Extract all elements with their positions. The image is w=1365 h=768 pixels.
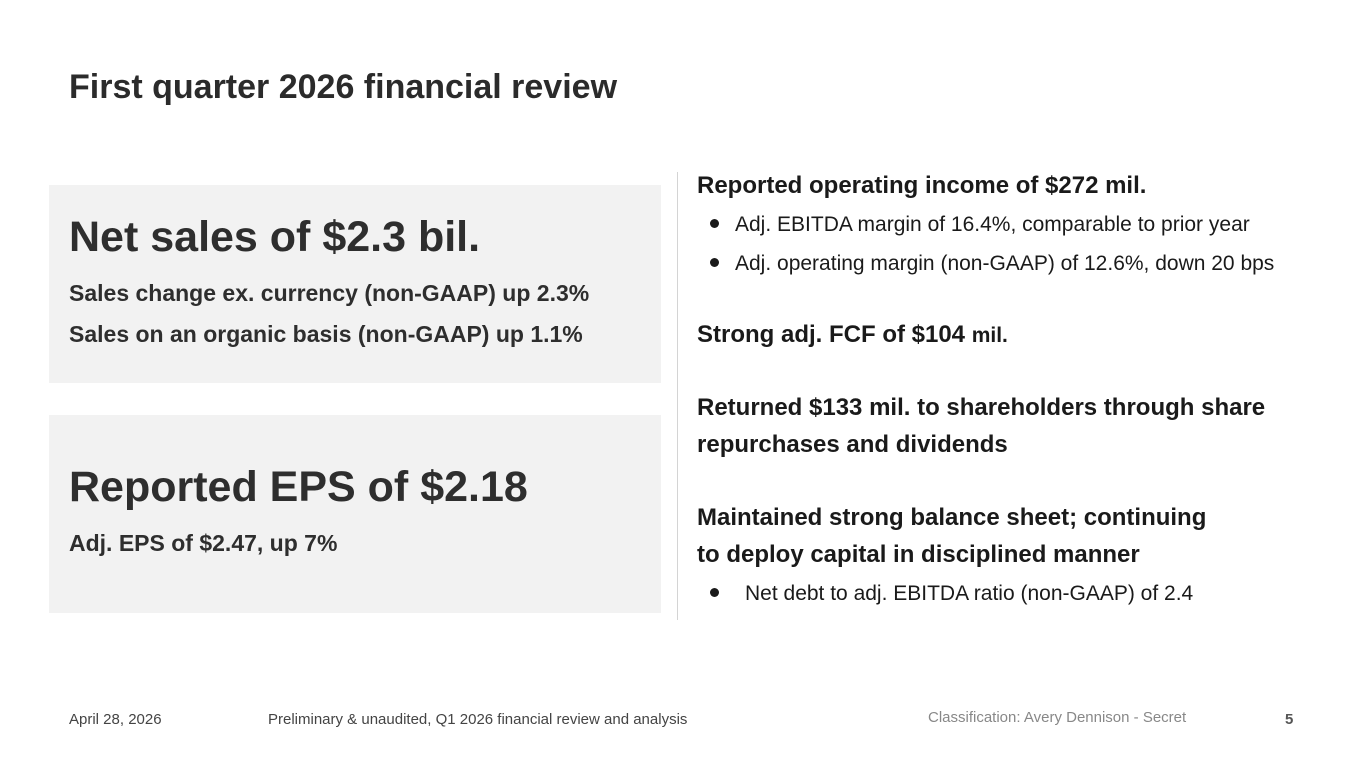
bullet-text: Adj. EBITDA margin of 16.4%, comparable … xyxy=(735,213,1250,236)
fcf-heading: Strong adj. FCF of $104 mil. xyxy=(697,316,1008,354)
adj-eps-line: Adj. EPS of $2.47, up 7% xyxy=(69,530,338,556)
bullet-text: Net debt to adj. EBITDA ratio (non-GAAP)… xyxy=(745,582,1194,605)
footer-date: April 28, 2026 xyxy=(69,711,162,728)
bullet-icon xyxy=(710,257,719,267)
fcf-heading-bold: Strong adj. FCF of $104 xyxy=(697,321,972,348)
net-sales-headline: Net sales of $2.3 bil. xyxy=(69,213,481,261)
sales-ex-currency-line: Sales change ex. currency (non-GAAP) up … xyxy=(69,280,590,306)
net-sales-card: Net sales of $2.3 bil. Sales change ex. … xyxy=(49,185,661,383)
list-item: Net debt to adj. EBITDA ratio (non-GAAP)… xyxy=(710,582,1193,606)
bullet-icon xyxy=(710,218,719,228)
operating-income-heading: Reported operating income of $272 mil. xyxy=(697,172,1147,199)
eps-card: Reported EPS of $2.18 Adj. EPS of $2.47,… xyxy=(49,415,661,613)
fcf-heading-unit: mil. xyxy=(971,324,1008,347)
balance-heading-line-1: Maintained strong balance sheet; continu… xyxy=(697,504,1207,531)
reported-eps-headline: Reported EPS of $2.18 xyxy=(69,463,528,511)
balance-heading-line-2: to deploy capital in disciplined manner xyxy=(697,541,1140,568)
returned-heading-line-2: repurchases and dividends xyxy=(697,431,1008,458)
returned-heading-line-1: Returned $133 mil. to shareholders throu… xyxy=(697,394,1266,421)
footer-note: Preliminary & unaudited, Q1 2026 financi… xyxy=(268,711,688,728)
slide-title: First quarter 2026 financial review xyxy=(69,68,618,106)
sales-organic-line: Sales on an organic basis (non-GAAP) up … xyxy=(69,321,583,347)
footer-classification: Classification: Avery Dennison - Secret xyxy=(928,709,1187,726)
list-item: Adj. operating margin (non-GAAP) of 12.6… xyxy=(710,252,1274,276)
list-item: Adj. EBITDA margin of 16.4%, comparable … xyxy=(710,213,1250,237)
bullet-text: Adj. operating margin (non-GAAP) of 12.6… xyxy=(735,252,1275,275)
bullet-icon xyxy=(710,587,719,597)
page-number: 5 xyxy=(1285,711,1294,728)
column-divider xyxy=(677,172,678,620)
